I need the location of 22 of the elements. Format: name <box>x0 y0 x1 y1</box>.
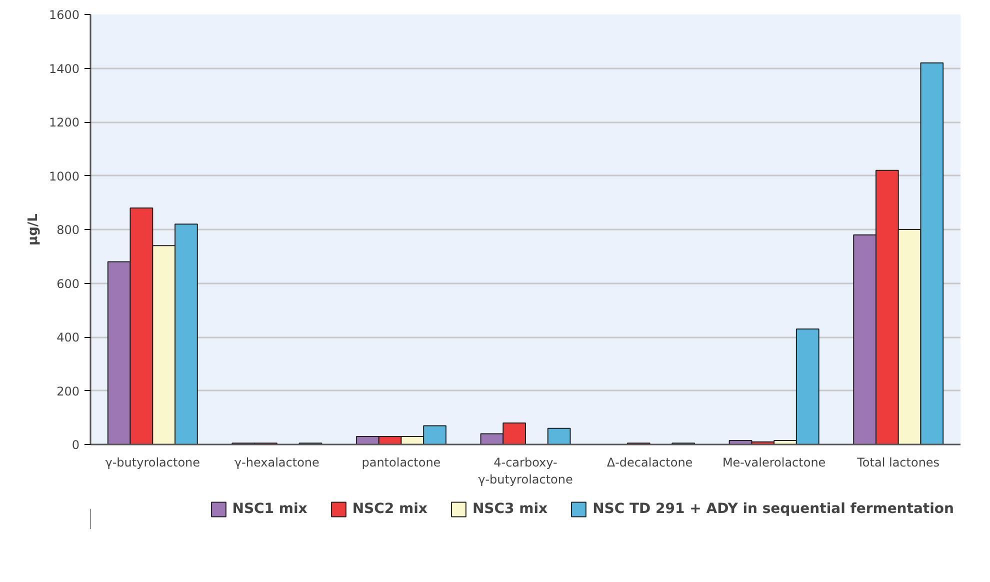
y-tick-label: 800 <box>56 223 80 237</box>
y-tick-label: 1600 <box>48 8 80 22</box>
legend-label: NSC2 mix <box>352 501 428 517</box>
legend-label: NSC TD 291 + ADY in sequential fermentation <box>592 501 954 517</box>
y-tick-label: 1200 <box>48 116 80 130</box>
y-tick-label: 400 <box>56 330 80 344</box>
y-tick-label: 1400 <box>48 62 80 76</box>
x-tick-label: γ-butyrolactone <box>105 456 200 470</box>
x-tick-label: Δ-decalactone <box>606 456 693 470</box>
x-tick-label: 4-carboxy- γ-butyrolactone <box>478 456 573 486</box>
x-tick-label: γ-hexalactone <box>234 456 320 470</box>
y-tick-label: 200 <box>56 384 80 398</box>
bar <box>547 428 571 444</box>
y-tick-label: 0 <box>72 438 80 452</box>
legend-label: NSC1 mix <box>232 501 308 517</box>
x-tick-label: Total lactones <box>856 456 940 470</box>
legend-label: NSC3 mix <box>472 501 548 517</box>
y-tick-label: 1000 <box>48 169 80 184</box>
y-axis-title: µg/L <box>26 214 41 246</box>
y-tick-label: 600 <box>56 276 80 291</box>
x-tick-label: pantolactone <box>362 456 441 470</box>
x-tick-label: Me-valerolactone <box>722 456 826 470</box>
